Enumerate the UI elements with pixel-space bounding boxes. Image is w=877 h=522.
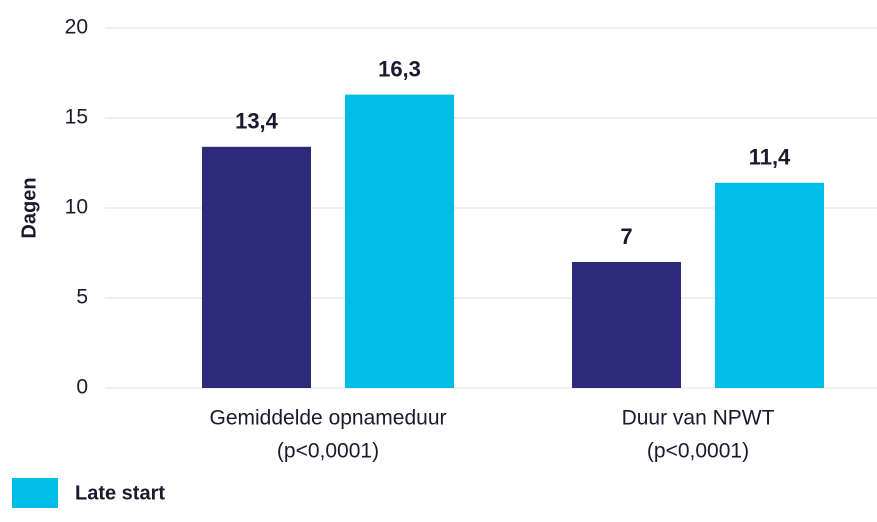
y-tick-label: 20 [65,16,88,39]
bar [572,262,681,388]
y-tick-label: 10 [65,196,88,219]
value-label: 7 [620,224,632,249]
y-tick-label: 0 [76,376,88,399]
y-tick-label: 5 [76,286,88,309]
legend-swatch [12,478,58,508]
x-tick-note: (p<0,0001) [277,440,379,463]
value-label: 13,4 [235,109,279,134]
x-tick-label: Gemiddelde opnameduur [210,407,447,430]
x-tick-label: Duur van NPWT [622,407,775,430]
y-tick-label: 15 [65,106,88,129]
legend-label: Late start [75,482,165,504]
bar [202,146,311,388]
y-axis-label: Dagen [18,177,40,238]
x-tick-note: (p<0,0001) [647,440,749,463]
value-label: 16,3 [378,56,421,81]
bar [345,94,454,388]
value-label: 11,4 [749,145,791,170]
bar [715,182,824,388]
